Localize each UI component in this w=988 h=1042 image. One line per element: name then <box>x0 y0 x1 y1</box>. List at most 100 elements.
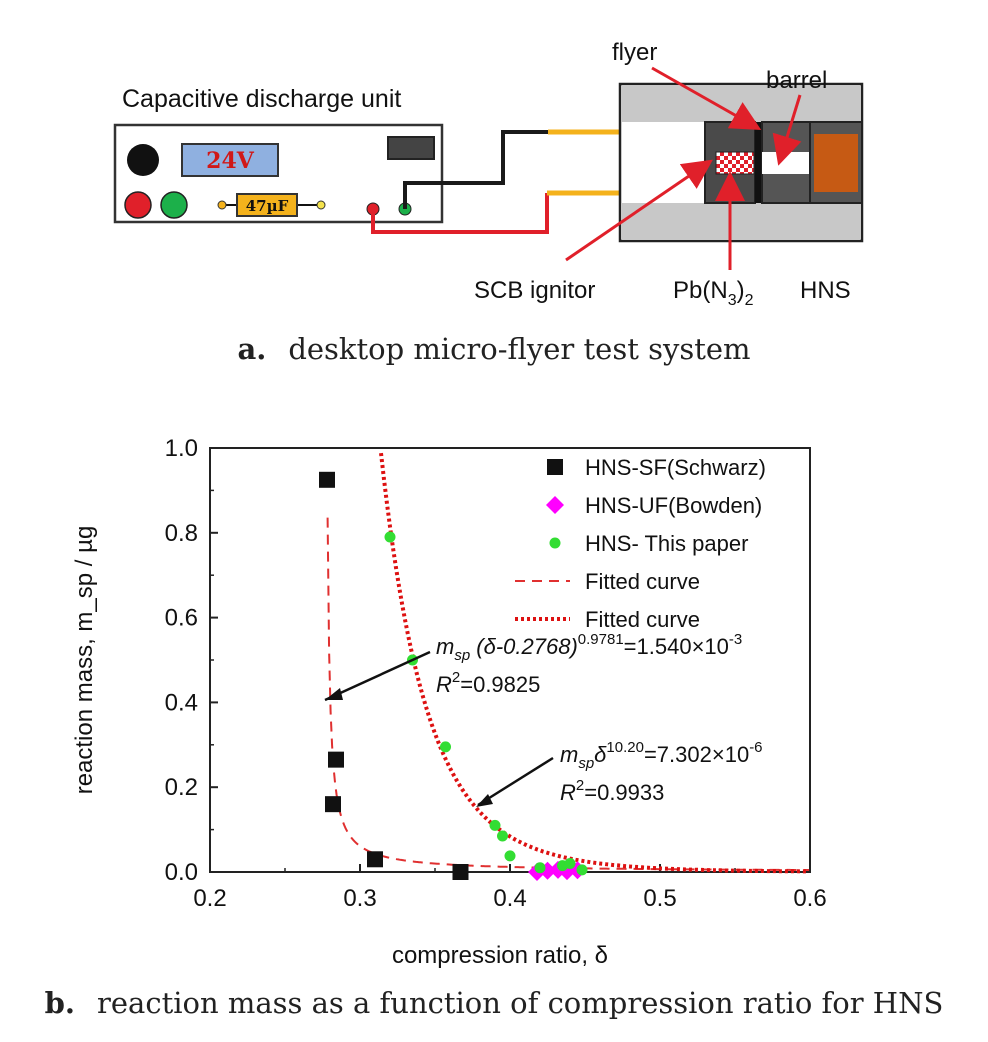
data-point-series-0 <box>328 751 344 768</box>
y-tick-label: 0.4 <box>165 689 198 716</box>
equation-2-part: =7.302×10 <box>644 742 749 767</box>
capacitor-label: 47µF <box>246 197 289 215</box>
equation-1-part: 0.9781 <box>578 631 624 648</box>
data-point-series-2 <box>489 819 501 831</box>
y-tick-label: 0.6 <box>165 605 198 632</box>
hns-pellet <box>814 134 858 192</box>
housing-bottom-wall <box>622 203 860 239</box>
caption-b-letter: b. <box>44 986 76 1020</box>
caption-a-letter: a. <box>237 332 267 366</box>
green-button-icon <box>160 191 188 219</box>
equation-2-r2-part: =0.9933 <box>584 780 664 805</box>
legend-marker <box>547 459 563 475</box>
equation-2-part: 10.20 <box>606 739 644 756</box>
fitted-curve-dashed <box>326 517 810 871</box>
data-point-series-2 <box>534 862 546 874</box>
terminal-left-icon <box>217 200 227 210</box>
caption-a-text: desktop micro-flyer test system <box>288 332 751 366</box>
legend-label: HNS- This paper <box>585 531 748 556</box>
equation-1-part: m <box>436 634 454 659</box>
label-scb: SCB ignitor <box>474 277 595 304</box>
x-tick-label: 0.4 <box>493 885 526 912</box>
data-point-series-0 <box>325 796 341 813</box>
equation-2-part: δ <box>594 742 607 767</box>
annotation-arrowhead-2 <box>476 794 493 807</box>
label-hns: HNS <box>800 277 851 304</box>
data-point-series-2 <box>504 850 516 862</box>
legend-label: HNS-SF(Schwarz) <box>585 455 766 480</box>
equation-2-part: sp <box>578 755 594 772</box>
equation-1-r2-part: R <box>436 672 452 697</box>
arrow-flyer <box>651 66 762 130</box>
annotation-arrowhead-1 <box>325 688 343 700</box>
unit-screen <box>387 136 435 160</box>
x-tick-label: 0.2 <box>193 885 226 912</box>
chart-annotations: msp (δ-0.2768)0.9781=1.540×10-3R2=0.9825… <box>324 631 763 807</box>
x-tick-label: 0.3 <box>343 885 376 912</box>
chart-ticks: 0.2 0.3 0.4 0.5 0.60.00.20.40.60.81.0 <box>165 435 827 912</box>
legend-label: Fitted curve <box>585 569 700 594</box>
caption-b: b. reaction mass as a function of compres… <box>0 986 988 1020</box>
black-knob-icon <box>127 144 159 176</box>
x-tick-label: 0.5 <box>643 885 676 912</box>
test-system-diagram: Capacitive discharge unit 24V 47µF flyer <box>113 39 864 309</box>
black-wire <box>403 130 548 209</box>
voltage-label: 24V <box>206 148 255 174</box>
equation-1-part: (δ-0.2768) <box>470 634 578 659</box>
data-point-series-0 <box>452 864 469 880</box>
equation-1-r2: R2=0.9825 <box>436 669 540 697</box>
equation-1: msp (δ-0.2768)0.9781=1.540×10-3 <box>436 631 742 664</box>
red-button-icon <box>124 191 152 219</box>
data-point-series-2 <box>384 531 396 543</box>
fitted-curve-dotted <box>379 452 807 874</box>
data-point-series-2 <box>497 830 508 842</box>
equation-2: mspδ10.20=7.302×10-6 <box>560 739 763 772</box>
data-point-series-2 <box>564 858 576 870</box>
pb-n3-charge <box>715 151 755 175</box>
equation-1-part: =1.540×10 <box>624 634 729 659</box>
data-point-series-2 <box>576 864 588 876</box>
reaction-mass-chart: 0.2 0.3 0.4 0.5 0.60.00.20.40.60.81.0 HNS-SF… <box>71 435 827 969</box>
equation-2-r2-part: 2 <box>576 777 584 794</box>
x-tick-label: 0.6 <box>793 885 826 912</box>
equation-1-r2-part: =0.9825 <box>460 672 540 697</box>
caption-a: a. desktop micro-flyer test system <box>0 332 988 366</box>
equation-2-part: -6 <box>749 739 762 756</box>
annotation-arrow-1 <box>324 650 431 702</box>
y-tick-label: 0.2 <box>165 774 198 801</box>
legend-label: HNS-UF(Bowden) <box>585 493 762 518</box>
data-point-series-1 <box>558 862 576 881</box>
arrow-barrel <box>772 94 802 166</box>
label-flyer: flyer <box>612 39 657 66</box>
data-point-series-0 <box>319 471 335 488</box>
equation-1-r2-part: 2 <box>452 669 460 686</box>
legend-label: Fitted curve <box>585 607 700 632</box>
flyer-plate <box>755 122 762 203</box>
label-barrel: barrel <box>766 67 827 94</box>
caption-b-text: reaction mass as a function of compressi… <box>97 986 944 1020</box>
y-tick-label: 1.0 <box>165 435 198 462</box>
chart-marks <box>319 471 588 881</box>
equation-2-part: m <box>560 742 578 767</box>
terminal-right-icon <box>316 200 326 210</box>
equation-1-part: sp <box>454 647 470 664</box>
equation-2-r2-part: R <box>560 780 576 805</box>
x-axis-label: compression ratio, δ <box>392 942 608 969</box>
y-tick-label: 0.0 <box>165 859 198 886</box>
barrel-bore <box>762 152 810 174</box>
capacitor <box>236 193 298 217</box>
annotation-arrow-2 <box>477 756 554 807</box>
equation-1-part: -3 <box>729 631 742 648</box>
legend-marker <box>546 496 564 514</box>
equation-2-r2: R2=0.9933 <box>560 777 664 805</box>
red-wire <box>371 193 549 234</box>
data-point-series-0 <box>367 851 383 868</box>
chart-legend: HNS-SF(Schwarz) HNS-UF(Bowden) HNS- This p… <box>515 455 766 632</box>
unit-title: Capacitive discharge unit <box>122 85 401 113</box>
voltage-display <box>181 143 279 177</box>
label-pb-n3: Pb(N3)2 <box>673 277 754 309</box>
arrow-scb <box>565 159 713 262</box>
y-axis-label: reaction mass, m_sp / µg <box>71 526 98 795</box>
data-point-series-2 <box>440 741 451 753</box>
